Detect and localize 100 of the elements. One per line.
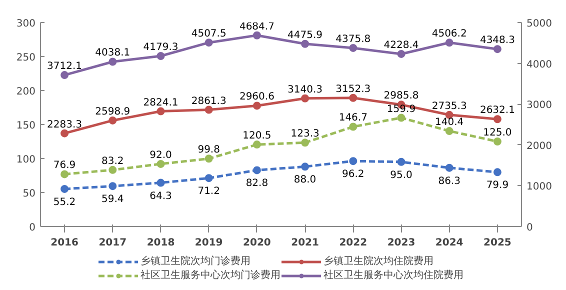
point — [445, 38, 454, 47]
data-label: 125.0 — [483, 128, 512, 138]
y-tick-label: 50 — [22, 188, 36, 200]
point — [397, 158, 406, 166]
data-label: 2632.1 — [480, 105, 515, 116]
point — [156, 178, 165, 187]
data-label: 64.3 — [150, 190, 172, 202]
point — [301, 94, 310, 102]
x-tick-label: 2023 — [387, 238, 416, 248]
legend-label: 乡镇卫生院次均门诊费用 — [140, 254, 250, 268]
data-label: 86.3 — [438, 176, 460, 187]
data-label: 4506.2 — [432, 28, 467, 40]
point — [349, 122, 358, 131]
x-tick-label: 2018 — [146, 238, 175, 248]
data-label: 82.8 — [246, 178, 268, 190]
data-label: 71.2 — [198, 186, 220, 198]
point — [349, 157, 358, 166]
x-tick-label: 2024 — [435, 238, 464, 248]
x-tick-label: 2022 — [339, 238, 368, 248]
point — [204, 154, 213, 163]
point — [301, 138, 310, 147]
point — [397, 114, 406, 122]
data-label: 2960.6 — [239, 92, 274, 103]
y2-tick-label: 4000 — [526, 59, 552, 70]
data-label: 4507.5 — [191, 28, 226, 40]
point — [252, 166, 261, 174]
x-tick-label: 2021 — [291, 238, 320, 248]
point — [349, 94, 358, 102]
point — [445, 164, 454, 172]
point — [493, 115, 502, 124]
y-tick-label: 100 — [16, 154, 36, 166]
point — [156, 52, 165, 60]
point — [156, 160, 165, 168]
data-label: 55.2 — [53, 196, 76, 208]
point — [204, 38, 213, 47]
data-label: 95.0 — [390, 170, 412, 181]
y-tick-label: 150 — [16, 120, 36, 132]
point — [60, 71, 69, 80]
point — [60, 129, 69, 138]
point — [108, 58, 117, 66]
data-label: 2985.8 — [384, 90, 419, 102]
y2-tick-label: 2000 — [526, 140, 552, 152]
data-label: 2824.1 — [143, 97, 178, 108]
data-label: 2735.3 — [432, 100, 467, 112]
point — [301, 162, 310, 171]
point — [301, 40, 310, 48]
y2-tick-label: 0 — [526, 222, 533, 234]
y-tick-label: 250 — [16, 52, 36, 64]
point — [493, 138, 502, 146]
data-label: 4228.4 — [384, 40, 419, 51]
y2-tick-label: 1000 — [526, 182, 552, 193]
data-label: 140.4 — [435, 117, 464, 128]
point — [60, 184, 69, 193]
point — [108, 182, 117, 190]
data-label: 4375.8 — [336, 34, 371, 45]
y-tick-label: 300 — [16, 18, 36, 30]
point — [204, 174, 213, 182]
data-label: 92.0 — [150, 150, 172, 161]
legend-label: 社区卫生服务中心次均住院费用 — [324, 268, 464, 282]
x-tick-label: 2016 — [50, 238, 79, 248]
point — [349, 44, 358, 52]
point — [252, 102, 261, 110]
point — [108, 166, 117, 174]
x-tick-label: 2020 — [243, 238, 271, 248]
data-label: 159.9 — [386, 104, 416, 115]
y-tick-label: 200 — [16, 86, 36, 98]
point — [445, 127, 454, 136]
data-label: 59.4 — [102, 194, 124, 206]
point — [493, 45, 502, 54]
y2-tick-label: 3000 — [526, 100, 552, 112]
point — [493, 168, 502, 176]
x-tick-label: 2017 — [98, 238, 127, 248]
point — [204, 106, 213, 114]
y2-tick-label: 5000 — [526, 18, 552, 30]
data-label: 4179.3 — [143, 42, 178, 53]
data-label: 99.8 — [198, 144, 220, 156]
data-label: 4348.3 — [480, 35, 515, 46]
legend-label: 社区卫生服务中心次均门诊费用 — [140, 268, 280, 282]
data-label: 76.9 — [53, 160, 76, 172]
data-label: 79.9 — [486, 180, 509, 192]
data-label: 2598.9 — [95, 106, 130, 118]
point — [252, 140, 261, 149]
legend-label: 乡镇卫生院次均住院费用 — [324, 254, 434, 268]
y-tick-label: 0 — [29, 222, 36, 234]
data-label: 123.3 — [290, 128, 320, 140]
point — [156, 107, 165, 116]
point — [397, 50, 406, 58]
data-label: 2861.3 — [191, 96, 226, 107]
data-label: 3152.3 — [336, 84, 371, 95]
data-label: 88.0 — [294, 174, 316, 186]
data-label: 83.2 — [102, 156, 124, 167]
data-label: 4038.1 — [95, 48, 130, 59]
data-label: 96.2 — [342, 169, 364, 180]
point — [252, 31, 261, 40]
x-tick-label: 2019 — [194, 238, 223, 248]
data-label: 2283.3 — [47, 119, 82, 130]
x-tick-label: 2025 — [484, 238, 512, 248]
data-label: 3712.1 — [47, 61, 82, 72]
data-label: 120.5 — [242, 130, 272, 142]
point — [60, 170, 69, 178]
